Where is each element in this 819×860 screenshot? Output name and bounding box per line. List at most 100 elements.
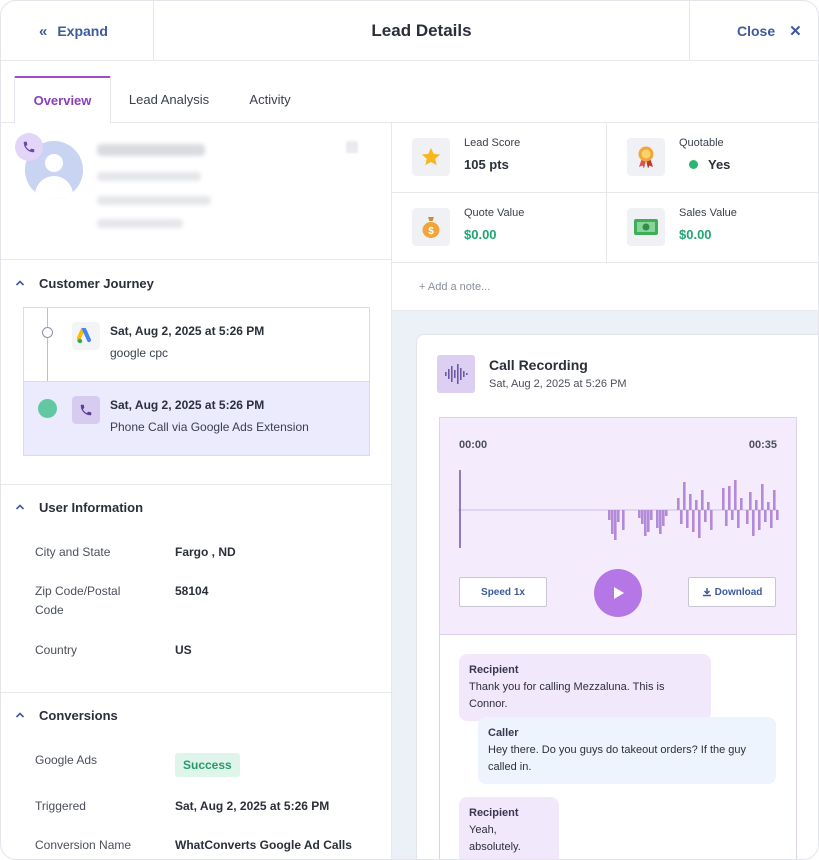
- status-dot: [689, 160, 698, 169]
- quotable-label: Quotable: [679, 137, 724, 149]
- lead-score-value: 105 pts: [464, 157, 509, 172]
- transcript-message: Caller Hey there. Do you guys do takeout…: [478, 717, 776, 784]
- close-label: Close: [737, 23, 776, 39]
- zip-value: 58104: [175, 584, 209, 598]
- tab-activity[interactable]: Activity: [249, 92, 291, 107]
- waveform-bar: [656, 510, 659, 528]
- waveform-bar: [734, 480, 737, 510]
- waveform-bar: [641, 510, 644, 524]
- lead-score-label: Lead Score: [464, 137, 521, 149]
- right-column: Lead Score 105 pts Quotable Yes $ Quote …: [392, 123, 818, 859]
- download-icon: [702, 588, 711, 597]
- waveform-scrubber[interactable]: [440, 468, 796, 553]
- audio-player: 00:00 00:35 Speed 1x Download: [439, 417, 797, 635]
- money-bag-icon: $: [412, 208, 450, 246]
- waveform-bar: [776, 510, 779, 520]
- triggered-value: Sat, Aug 2, 2025 at 5:26 PM: [175, 799, 330, 813]
- waveform-bar: [683, 482, 686, 510]
- close-icon: ✕: [789, 23, 802, 40]
- star-icon: [412, 138, 450, 176]
- user-information-toggle[interactable]: User Information: [1, 484, 392, 530]
- edit-icon[interactable]: [346, 141, 358, 153]
- waveform-bar: [622, 510, 625, 530]
- panel-header: « Expand Lead Details Close ✕: [1, 1, 818, 61]
- waveform-bar: [689, 494, 692, 510]
- waveform-bar: [659, 510, 662, 534]
- waveform-bar: [608, 510, 611, 520]
- sales-value-label: Sales Value: [679, 207, 737, 219]
- close-button[interactable]: Close ✕: [689, 1, 818, 61]
- speaker-label: Caller: [488, 727, 519, 739]
- lead-score-stat: Lead Score 105 pts: [392, 123, 606, 193]
- customer-journey-toggle[interactable]: Customer Journey: [1, 260, 392, 306]
- waveform-bar: [722, 488, 725, 510]
- quotable-value-text: Yes: [708, 157, 731, 172]
- journey-source: Phone Call via Google Ads Extension: [110, 420, 309, 434]
- sales-value-amount: $0.00: [679, 227, 712, 242]
- play-button[interactable]: [594, 569, 642, 617]
- quotable-value: Yes: [689, 157, 730, 172]
- total-time: 00:35: [748, 439, 777, 451]
- timeline-dot-active: [38, 399, 57, 418]
- award-ribbon-icon: [627, 138, 665, 176]
- svg-text:$: $: [428, 226, 434, 237]
- waveform-bar: [761, 484, 764, 510]
- speed-button[interactable]: Speed 1x: [459, 577, 547, 607]
- waveform-bar: [704, 510, 707, 522]
- chevron-up-icon: [15, 502, 25, 512]
- waveform-bar: [767, 502, 770, 510]
- recording-date: Sat, Aug 2, 2025 at 5:26 PM: [489, 378, 627, 390]
- waveform-bar: [707, 502, 710, 510]
- waveform-bar: [665, 510, 668, 516]
- waveform-bar: [611, 510, 614, 534]
- waveform-bar: [740, 498, 743, 510]
- conversions-toggle[interactable]: Conversions: [1, 692, 392, 738]
- waveform-bar: [701, 490, 704, 510]
- left-column: Customer Journey Sat, Aug 2, 2025 at 5:2…: [1, 123, 392, 859]
- transcript-message: Recipient Yeah, absolutely.: [459, 797, 559, 859]
- waveform-bar: [638, 510, 641, 518]
- waveform-bar: [752, 510, 755, 536]
- waveform-bar: [680, 510, 683, 524]
- city-value: Fargo , ND: [175, 545, 236, 559]
- quote-value-amount: $0.00: [464, 227, 497, 242]
- journey-item-selected[interactable]: Sat, Aug 2, 2025 at 5:26 PM Phone Call v…: [24, 381, 369, 455]
- timeline-dot: [42, 327, 53, 338]
- waveform-bar: [773, 490, 776, 510]
- chevron-up-icon: [15, 278, 25, 288]
- status-badge: Success: [175, 753, 240, 777]
- message-text: Thank you for calling Mezzaluna. This is…: [469, 681, 665, 710]
- customer-journey-title: Customer Journey: [39, 275, 154, 291]
- conversions-title: Conversions: [39, 707, 118, 723]
- tab-lead-analysis[interactable]: Lead Analysis: [128, 92, 210, 107]
- waveform-bar: [692, 510, 695, 532]
- country-value: US: [175, 643, 192, 657]
- message-text: Hey there. Do you guys do takeout orders…: [488, 744, 747, 773]
- cash-icon: [627, 208, 665, 246]
- double-chevron-left-icon: «: [39, 22, 47, 40]
- conversion-name-value: WhatConverts Google Ad Calls: [175, 838, 352, 852]
- waveform-bar: [644, 510, 647, 536]
- download-label: Download: [714, 586, 763, 598]
- journey-item[interactable]: Sat, Aug 2, 2025 at 5:26 PM google cpc: [24, 308, 369, 382]
- waveform-bar: [695, 500, 698, 510]
- section-divider: [1, 692, 392, 693]
- call-recording-card: Call Recording Sat, Aug 2, 2025 at 5:26 …: [416, 334, 818, 859]
- play-icon: [614, 587, 624, 599]
- user-information-title: User Information: [39, 499, 144, 515]
- quote-value-label: Quote Value: [464, 207, 525, 219]
- recording-title: Call Recording: [489, 357, 588, 373]
- download-button[interactable]: Download: [688, 577, 776, 607]
- message-text: Yeah, absolutely.: [469, 824, 521, 853]
- contact-email-redacted: [97, 172, 201, 181]
- waveform-bar: [737, 510, 740, 528]
- expand-button[interactable]: « Expand: [1, 1, 154, 61]
- waveform-bar: [662, 510, 665, 526]
- waveform-bar: [710, 510, 713, 530]
- add-note-button[interactable]: + Add a note...: [392, 263, 818, 311]
- waveform-bar: [614, 510, 617, 540]
- phone-icon: [72, 396, 100, 424]
- waveform-bar: [725, 510, 728, 526]
- tab-overview[interactable]: Overview: [14, 76, 111, 124]
